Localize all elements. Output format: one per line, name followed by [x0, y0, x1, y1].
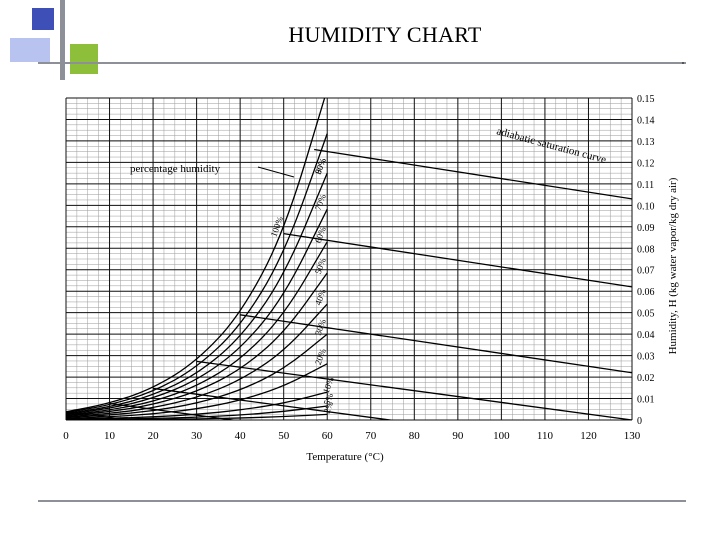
- x-tick-label: 130: [624, 430, 641, 442]
- humidity-curve: [66, 241, 328, 416]
- decor-top-rule: [38, 62, 686, 64]
- y-axis-label: Humidity, H (kg water vapor/kg dry air): [667, 177, 679, 354]
- x-tick-label: 100: [493, 430, 510, 442]
- y-tick-label: 0: [637, 416, 642, 427]
- adiabatic-line: [196, 360, 632, 420]
- decor-dot: [682, 62, 684, 64]
- slide-title: HUMIDITY CHART: [288, 22, 482, 47]
- tick-layer: 0 10 20 30 40 50 60 70 80 90 100 110 120 130 0 0.01 0.02…: [63, 94, 654, 442]
- y-tick-label: 0.03: [637, 352, 655, 363]
- humidity-curve: [66, 272, 328, 417]
- y-tick-label: 0.13: [637, 137, 655, 148]
- decor-square-green: [70, 44, 98, 74]
- annotation-percentage-humidity: percentage humidity: [130, 163, 221, 175]
- decor-bottom-rule: [38, 500, 686, 502]
- y-tick-label: 0.07: [637, 266, 655, 277]
- humidity-curve: [66, 413, 328, 420]
- humidity-curve: [66, 172, 328, 415]
- y-tick-label: 0.06: [637, 287, 655, 298]
- x-tick-label: 10: [104, 430, 116, 442]
- adiabatic-layer: [66, 148, 632, 420]
- adiabatic-line: [314, 148, 632, 200]
- x-axis-label: Temperature (°C): [306, 451, 384, 463]
- adiabatic-line: [240, 314, 632, 374]
- x-tick-label: 90: [452, 430, 464, 442]
- y-tick-label: 0.15: [637, 94, 655, 105]
- decor-vertical-rule: [60, 0, 65, 80]
- x-tick-label: 30: [191, 430, 203, 442]
- humidity-curve: [66, 208, 328, 416]
- humidity-curve: [66, 133, 328, 414]
- y-tick-label: 0.11: [637, 180, 654, 191]
- x-tick-label: 50: [278, 430, 290, 442]
- y-tick-label: 0.05: [637, 309, 655, 320]
- adiabatic-line: [283, 233, 632, 288]
- y-tick-label: 0.09: [637, 223, 655, 234]
- x-tick-label: 120: [580, 430, 597, 442]
- adiabatic-line: [109, 402, 238, 420]
- y-tick-label: 0.02: [637, 373, 655, 384]
- x-tick-label: 70: [365, 430, 377, 442]
- y-tick-label: 0.14: [637, 115, 655, 126]
- decor-square-blue: [32, 8, 54, 30]
- decor-square-light-blue: [10, 38, 50, 62]
- humidity-curve: [66, 391, 328, 420]
- x-tick-label: 20: [148, 430, 160, 442]
- grid-minor: [65, 97, 633, 421]
- x-tick-label: 110: [537, 430, 554, 442]
- adiabatic-line: [66, 411, 135, 420]
- humidity-curve: [66, 333, 328, 419]
- y-tick-label: 0.04: [637, 330, 655, 341]
- humidity-curve: [66, 98, 326, 413]
- x-tick-label: 0: [63, 430, 69, 442]
- humidity-curve-label: 5%: [322, 391, 336, 406]
- grid-major: [65, 97, 633, 421]
- x-tick-label: 80: [409, 430, 421, 442]
- y-tick-label: 0.01: [637, 395, 655, 406]
- y-tick-label: 0.10: [637, 201, 655, 212]
- annotation-percentage-humidity-leader: [257, 166, 295, 178]
- x-tick-label: 40: [235, 430, 247, 442]
- x-tick-label: 60: [322, 430, 334, 442]
- adiabatic-line: [152, 387, 396, 420]
- y-tick-label: 0.08: [637, 244, 655, 255]
- y-tick-label: 0.12: [637, 158, 655, 169]
- humidity-curve: [66, 363, 328, 420]
